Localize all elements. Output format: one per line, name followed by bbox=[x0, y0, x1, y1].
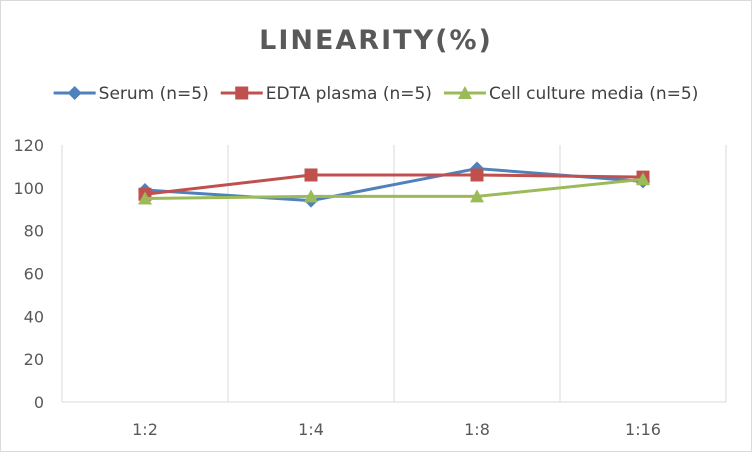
data-point-marker bbox=[470, 168, 484, 182]
data-point-marker bbox=[138, 191, 152, 205]
gridlines bbox=[61, 145, 727, 402]
data-point-marker bbox=[470, 189, 484, 203]
x-tick-label: 1:8 bbox=[464, 420, 490, 439]
data-point-marker bbox=[235, 86, 249, 100]
plot-area: 0 20 40 60 80 100 120 1:2 1:4 1:8 1:16 bbox=[13, 136, 727, 439]
data-point-marker bbox=[457, 86, 472, 99]
y-tick-label: 0 bbox=[34, 393, 44, 412]
data-point-marker bbox=[67, 86, 82, 100]
y-tick-label: 60 bbox=[24, 265, 44, 284]
data-point-marker bbox=[304, 168, 318, 182]
legend-label: EDTA plasma (n=5) bbox=[266, 84, 432, 104]
x-tick-label: 1:2 bbox=[132, 420, 158, 439]
series-layer bbox=[138, 161, 650, 208]
legend-item-3: Cell culture media (n=5) bbox=[443, 84, 698, 104]
axes: 0 20 40 60 80 100 120 1:2 1:4 1:8 1:16 bbox=[13, 136, 726, 439]
x-tick-label: 1:4 bbox=[298, 420, 324, 439]
data-point-marker bbox=[636, 172, 650, 186]
chart-title: LINEARITY(%) bbox=[259, 25, 493, 56]
y-tick-label: 40 bbox=[24, 307, 44, 326]
series-line bbox=[144, 177, 644, 201]
legend-label: Serum (n=5) bbox=[99, 84, 209, 104]
y-tick-label: 20 bbox=[24, 350, 44, 369]
y-tick-label: 100 bbox=[13, 179, 44, 198]
legend-item-1: Serum (n=5) bbox=[53, 84, 209, 104]
data-point-marker bbox=[304, 189, 318, 203]
legend-item-2: EDTA plasma (n=5) bbox=[220, 84, 432, 104]
legend-label: Cell culture media (n=5) bbox=[489, 84, 698, 104]
y-tick-label: 120 bbox=[13, 136, 44, 155]
series-line bbox=[144, 173, 644, 196]
y-tick-label: 80 bbox=[24, 222, 44, 241]
x-tick-label: 1:16 bbox=[625, 420, 661, 439]
legend: Serum (n=5) EDTA plasma (n=5) Cell culture… bbox=[53, 84, 698, 104]
series-3 bbox=[138, 172, 650, 205]
